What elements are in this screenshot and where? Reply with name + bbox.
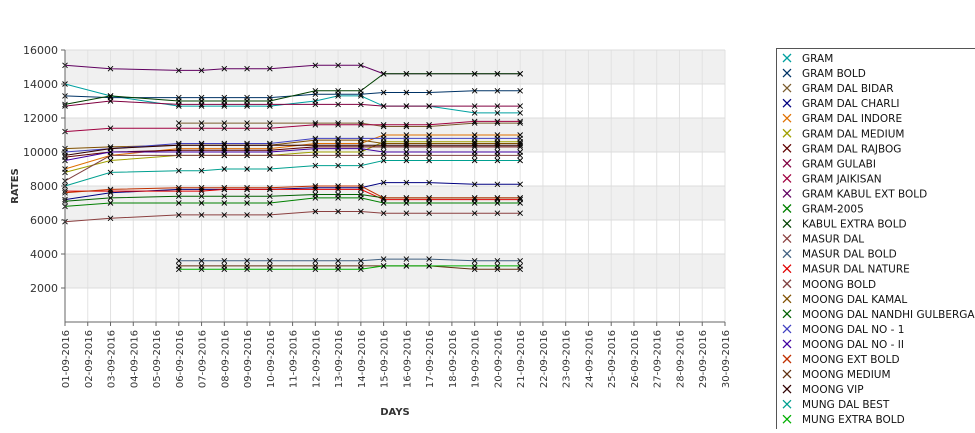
legend-label: MOONG DAL KAMAL [802,294,907,306]
x-tick-label: 02-09-2016 [84,330,95,388]
legend-label: GRAM DAL CHARLI [802,98,900,110]
y-tick-label: 2000 [30,282,58,295]
x-tick-label: 26-09-2016 [630,330,641,388]
y-tick-label: 12000 [23,112,58,125]
y-tick-label: 14000 [23,78,58,91]
legend-label: GRAM DAL RAJBOG [802,143,901,155]
x-tick-label: 08-09-2016 [220,330,231,388]
legend-label: MOONG DAL NO - 1 [802,324,904,336]
legend-item: MUNG EXTRA BOLD [783,414,905,426]
legend-label: GRAM [802,53,833,65]
x-tick-label: 10-09-2016 [266,330,277,388]
x-tick-label: 22-09-2016 [539,330,550,388]
x-tick-label: 20-09-2016 [493,330,504,388]
x-tick-label: 16-09-2016 [402,330,413,388]
legend-label: MOONG VIP [802,384,864,396]
legend-item: MOONG DAL NANDHI GULBERGA [783,309,975,321]
legend-item: GRAM DAL MEDIUM [783,128,904,140]
y-tick-label: 8000 [30,180,58,193]
legend-label: MASUR DAL BOLD [802,249,897,261]
legend-item: MOONG DAL NO - II [783,339,904,351]
legend-label: GRAM KABUL EXT BOLD [802,188,927,200]
x-tick-label: 15-09-2016 [380,330,391,388]
legend-label: MOONG BOLD [802,279,876,291]
x-tick-label: 28-09-2016 [675,330,686,388]
x-axis-label: DAYS [380,407,410,418]
legend-item: MASUR DAL NATURE [783,264,910,276]
legend-label: MOONG DAL NO - II [802,339,904,351]
y-tick-label: 4000 [30,248,58,261]
x-tick-label: 17-09-2016 [425,330,436,388]
y-axis-label: RATES [10,168,21,204]
legend-label: GRAM DAL BIDAR [802,83,894,95]
x-tick-label: 05-09-2016 [152,330,163,388]
x-tick-label: 18-09-2016 [448,330,459,388]
x-tick-label: 09-09-2016 [243,330,254,388]
legend-label: GRAM JAIKISAN [802,173,882,185]
legend-label: KABUL EXTRA BOLD [802,219,907,231]
legend-label: GRAM BOLD [802,68,866,80]
legend-item: KABUL EXTRA BOLD [783,219,907,231]
x-tick-label: 13-09-2016 [334,330,345,388]
legend-label: GRAM DAL MEDIUM [802,128,904,140]
legend-item: MOONG DAL NO - 1 [783,324,904,336]
legend-label: MUNG EXTRA BOLD [802,414,905,426]
x-tick-label: 11-09-2016 [289,330,300,388]
x-tick-label: 12-09-2016 [311,330,322,388]
grid-band [65,50,725,84]
x-tick-label: 25-09-2016 [607,330,618,388]
x-tick-label: 14-09-2016 [357,330,368,388]
legend-label: MASUR DAL NATURE [802,264,910,276]
y-tick-label: 10000 [23,146,58,159]
x-tick-label: 03-09-2016 [107,330,118,388]
legend-label: GRAM DAL INDORE [802,113,902,125]
legend-label: GRAM-2005 [802,204,864,216]
x-tick-label: 27-09-2016 [653,330,664,388]
x-tick-label: 01-09-2016 [61,330,72,388]
y-tick-label: 16000 [23,44,58,57]
legend-label: MOONG EXT BOLD [802,354,900,366]
y-tick-label: 6000 [30,214,58,227]
x-tick-label: 21-09-2016 [516,330,527,388]
x-tick-label: 24-09-2016 [584,330,595,388]
legend: GRAM GRAM BOLD GRAM DAL BIDAR GRAM DAL CHAR… [777,49,975,430]
x-tick-label: 06-09-2016 [175,330,186,388]
x-tick-label: 29-09-2016 [698,330,709,388]
x-tick-label: 07-09-2016 [198,330,209,388]
legend-item: MOONG DAL KAMAL [783,294,907,306]
legend-label: MASUR DAL [802,234,864,246]
legend-label: GRAM GULABI [802,158,876,170]
legend-item: GRAM KABUL EXT BOLD [783,188,927,200]
legend-label: MOONG DAL NANDHI GULBERGA [802,309,975,321]
legend-label: MUNG DAL BEST [802,399,890,411]
x-tick-label: 04-09-2016 [129,330,140,388]
x-tick-label: 30-09-2016 [721,330,732,388]
legend-label: MOONG MEDIUM [802,369,891,381]
x-tick-label: 19-09-2016 [471,330,482,388]
x-tick-label: 23-09-2016 [562,330,573,388]
